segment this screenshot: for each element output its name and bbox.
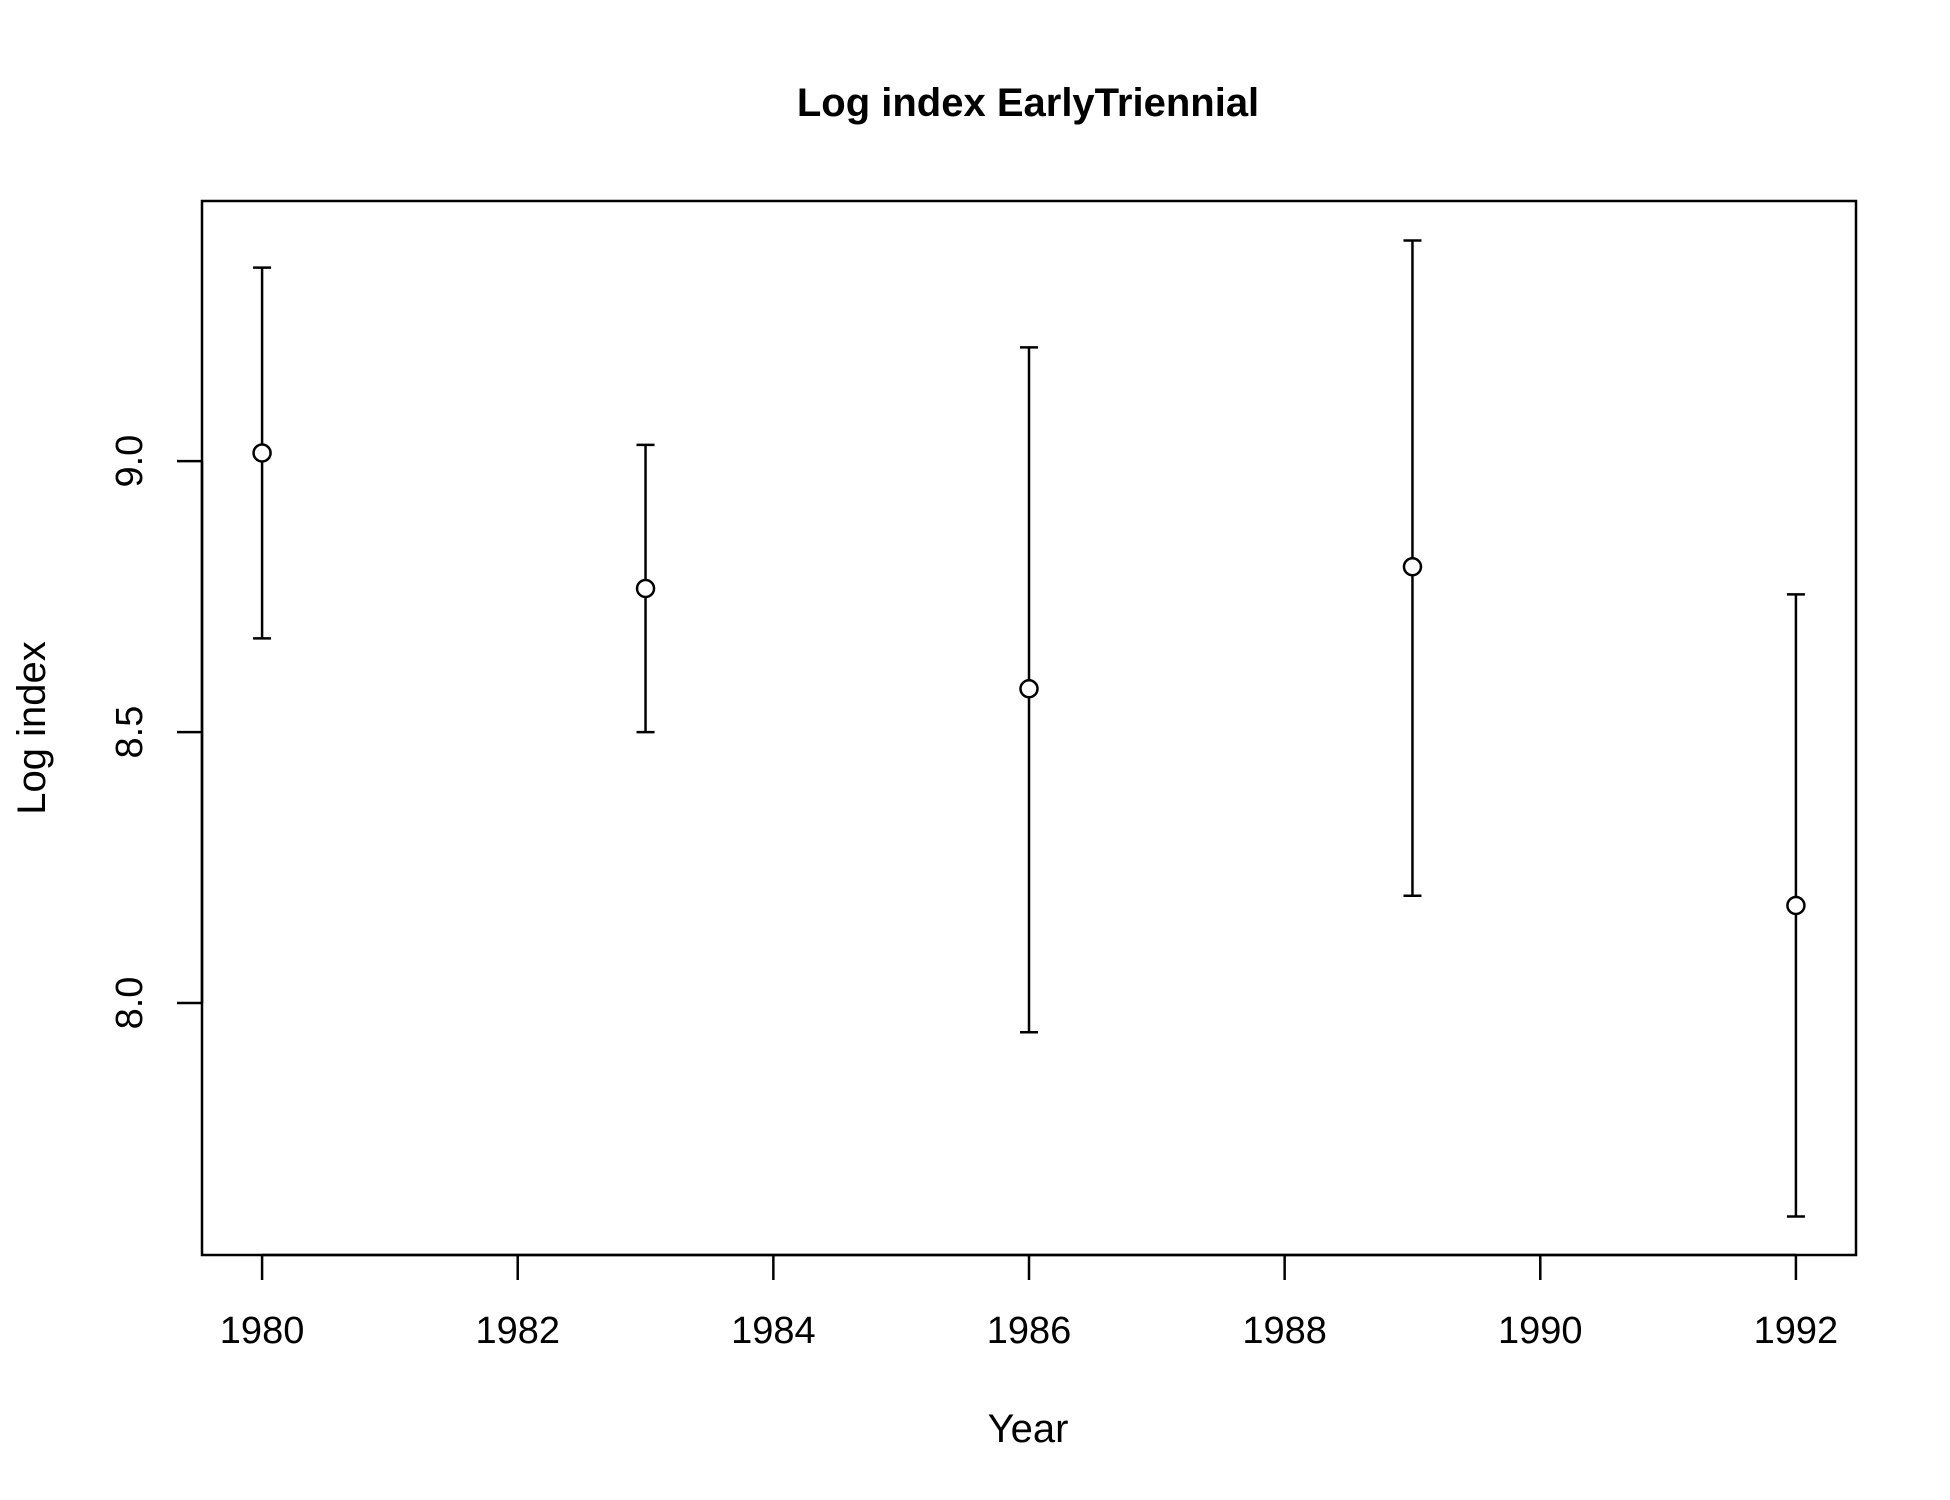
x-tick-label: 1986 [987,1310,1072,1352]
x-tick-label: 1988 [1242,1310,1327,1352]
y-axis-label: Log index [10,641,54,814]
x-tick-label: 1990 [1498,1310,1583,1352]
x-tick-label: 1982 [475,1310,560,1352]
x-tick-label: 1992 [1754,1310,1839,1352]
data-point [1786,895,1806,916]
data-point [635,578,656,599]
y-tick-label: 9.0 [109,435,151,488]
data-point [1019,678,1039,699]
data-point [1402,557,1423,577]
x-tick-label: 1980 [220,1310,305,1352]
data-point [252,443,272,463]
data-points [252,443,1806,916]
x-tick-label: 1984 [731,1310,816,1352]
error-bars [253,239,1805,1218]
chart-title: Log index EarlyTriennial [797,81,1259,125]
y-tick-label: 8.5 [109,706,151,759]
x-axis-label: Year [988,1407,1069,1451]
x-axis: 1980 1982 1984 1986 1988 1990 1992 [220,1253,1839,1352]
y-tick-label: 8.0 [109,977,151,1030]
y-axis: 8.0 8.5 9.0 [109,435,204,1030]
